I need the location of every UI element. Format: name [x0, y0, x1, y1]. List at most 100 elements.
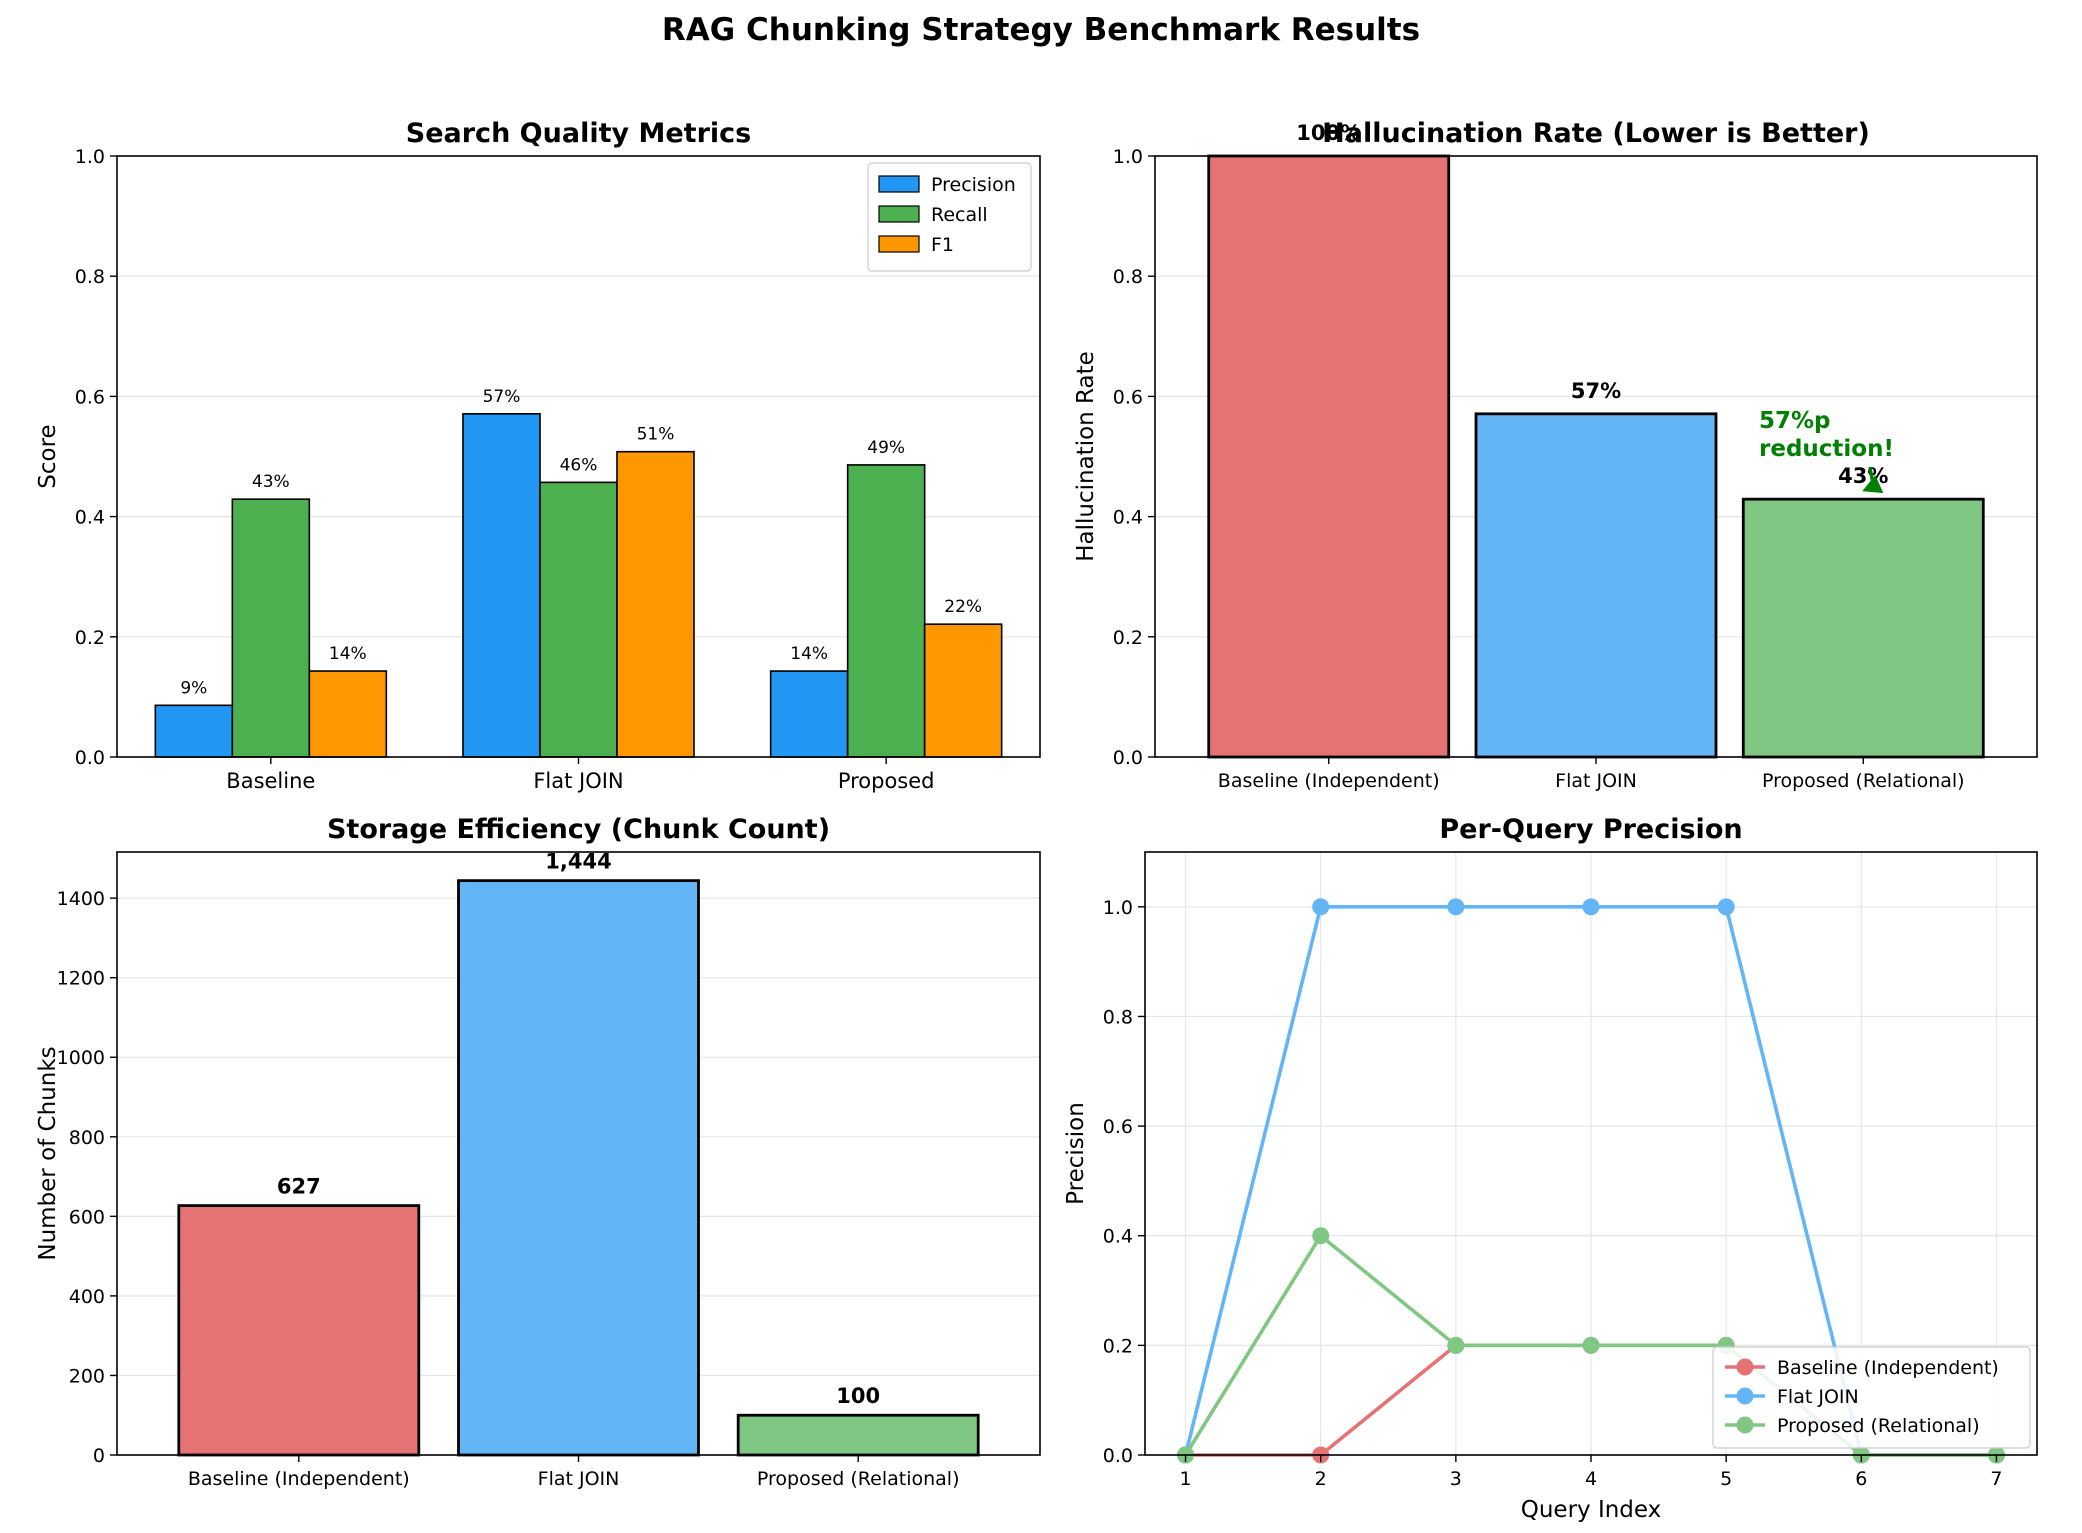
legend-label: Proposed (Relational): [1777, 1415, 1980, 1437]
x-tick-label: Baseline (Independent): [1218, 770, 1440, 792]
chart-per-query-precision: 0.0 0.2 0.4 0.6 0.8 1.0 1 2 3 4 5 6 7 Per-Query Preci…: [1063, 814, 2038, 1523]
bar-f1: [616, 450, 695, 758]
y-tick-label: 0.6: [1113, 386, 1143, 408]
x-tick-label: 3: [1450, 1468, 1462, 1490]
bar-precision: [154, 704, 234, 758]
x-tick-label: 2: [1315, 1468, 1327, 1490]
legend-label: Recall: [931, 204, 988, 226]
y-tick-label: 1200: [57, 968, 105, 990]
y-tick-label: 0.4: [1103, 1226, 1133, 1248]
x-tick-label: 7: [1990, 1468, 2002, 1490]
bar-value-label: 49%: [867, 438, 905, 458]
chart-storage-efficiency: 627 Baseline (Independent) 1,444 Flat JOIN 1…: [35, 814, 1041, 1490]
y-tick-label: 0.4: [1113, 507, 1143, 529]
y-tick-label: 800: [69, 1127, 105, 1149]
legend-label: Flat JOIN: [1777, 1386, 1859, 1408]
annotation-text: 57%p reduction!: [1759, 408, 1894, 462]
y-tick-label: 0.2: [75, 627, 105, 649]
legend-marker: [1736, 1387, 1754, 1405]
bar-value-label: 46%: [560, 455, 598, 475]
bar-value-label: 57%: [1571, 379, 1621, 403]
axes-frame: [116, 851, 1041, 1456]
legend-swatch: [878, 205, 920, 223]
y-tick-label: 1.0: [1103, 897, 1133, 919]
bar: [1207, 154, 1451, 759]
y-tick-label: 1.0: [75, 146, 105, 168]
data-point: [1582, 898, 1600, 916]
data-point: [1312, 898, 1330, 916]
x-tick-label: 4: [1585, 1468, 1597, 1490]
bar-precision: [462, 413, 541, 758]
legend-marker: [1736, 1358, 1754, 1376]
x-tick-label: Proposed: [838, 769, 935, 793]
y-tick-label: 1400: [57, 888, 105, 910]
annotation-line-1: 57%p: [1759, 408, 1831, 434]
bar-value-label: 22%: [944, 597, 982, 617]
figure-title: RAG Chunking Strategy Benchmark Results: [662, 12, 1420, 48]
y-tick-label: 1.0: [1113, 146, 1143, 168]
x-tick-label: Flat JOIN: [533, 769, 623, 793]
legend: Baseline (Independent) Flat JOIN Proposed …: [1712, 1346, 2031, 1449]
y-tick-label: 0.0: [1103, 1445, 1133, 1467]
bar-f1: [308, 670, 388, 758]
bar-recall: [539, 481, 618, 758]
y-tick-label: 0.6: [75, 386, 105, 408]
data-point: [1447, 898, 1465, 916]
chart-title: Per-Query Precision: [1439, 814, 1742, 845]
bar-value-label: 57%: [483, 387, 521, 407]
bar-recall: [231, 498, 311, 758]
legend-label: F1: [931, 234, 954, 256]
chart-search-quality: 9% 43% 14% Baseline 57% 46% 51% Flat JOIN 14% 49%…: [35, 118, 1041, 793]
bar-value-label: 100%: [1296, 121, 1361, 145]
x-axis-label: Query Index: [1521, 1497, 1662, 1523]
y-tick-label: 0.4: [75, 507, 105, 529]
y-tick-label: 1000: [57, 1047, 105, 1069]
chart-hallucination-rate: 100% Baseline (Independent) 57% Flat JOIN 43…: [1073, 118, 2038, 792]
bar-value-label: 1,444: [545, 850, 611, 874]
data-point: [1582, 1336, 1600, 1354]
bar-recall: [846, 464, 926, 758]
y-axis-label: Score: [35, 424, 61, 488]
y-tick-label: 0.2: [1113, 627, 1143, 649]
annotation-line-2: reduction!: [1759, 436, 1894, 462]
bar-f1: [923, 623, 1003, 758]
legend-marker: [1736, 1416, 1754, 1434]
y-axis-label: Number of Chunks: [35, 1046, 61, 1260]
x-tick-label: Flat JOIN: [538, 1468, 620, 1490]
data-point: [1312, 1227, 1330, 1245]
y-tick-label: 0.0: [75, 747, 105, 769]
y-axis-label: Hallucination Rate: [1073, 351, 1099, 562]
y-tick-label: 0.8: [1103, 1006, 1133, 1028]
bar-value-label: 51%: [637, 425, 675, 445]
legend-label: Precision: [931, 174, 1016, 196]
charts-layer: 9% 43% 14% Baseline 57% 46% 51% Flat JOIN 14% 49%…: [35, 118, 2038, 1523]
data-point: [1717, 898, 1735, 916]
legend-label: Baseline (Independent): [1777, 1357, 1999, 1379]
x-tick-label: Flat JOIN: [1555, 770, 1637, 792]
bar-value-label: 43%: [1838, 464, 1888, 488]
bar: [736, 1413, 980, 1457]
x-tick-label: 5: [1720, 1468, 1732, 1490]
x-tick-label: Baseline (Independent): [188, 1468, 410, 1490]
y-tick-label: 0.0: [1113, 747, 1143, 769]
y-tick-label: 0.2: [1103, 1335, 1133, 1357]
legend-box: [1712, 1346, 2031, 1449]
legend: Precision Recall F1: [867, 162, 1032, 272]
chart-title: Storage Efficiency (Chunk Count): [327, 814, 830, 845]
x-tick-label: Proposed (Relational): [757, 1468, 960, 1490]
annotation-arrow-head: [1862, 475, 1884, 494]
y-tick-label: 0.8: [1113, 266, 1143, 288]
bar-value-label: 43%: [252, 472, 290, 492]
y-tick-label: 600: [69, 1206, 105, 1228]
axes-frame: [116, 155, 1041, 758]
x-tick-label: Baseline: [226, 769, 315, 793]
axes-frame: [1154, 155, 2038, 758]
bar: [177, 1204, 421, 1457]
bar-value-label: 14%: [329, 644, 367, 664]
y-tick-label: 0: [93, 1445, 105, 1467]
bar: [1741, 497, 1985, 759]
chart-title: Search Quality Metrics: [406, 118, 751, 149]
y-tick-label: 0.8: [75, 266, 105, 288]
bar-value-label: 627: [277, 1175, 321, 1199]
